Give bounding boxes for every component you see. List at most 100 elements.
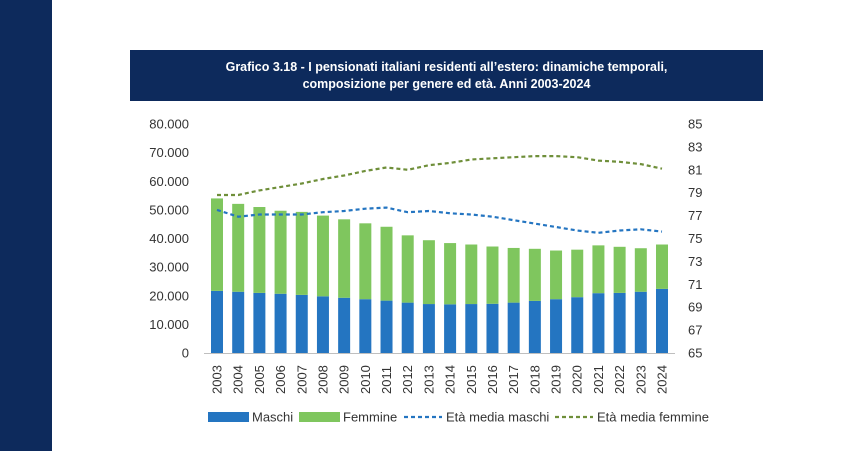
bar-femmine: [507, 247, 520, 303]
bar-maschi: [295, 294, 308, 353]
right-axis-tick-label: 75: [688, 231, 702, 246]
bars-group: [211, 198, 668, 353]
x-axis-tick-label: 2011: [379, 366, 394, 394]
right-axis-tick-label: 85: [688, 117, 702, 132]
x-axis-tick-label: 2021: [591, 365, 606, 394]
line-eta-media-maschi: [216, 206, 663, 234]
x-axis-tick-label: 2005: [252, 365, 267, 394]
right-axis-tick-label: 69: [688, 300, 702, 315]
bar-maschi: [656, 288, 668, 353]
bar-maschi: [316, 296, 329, 353]
bar-maschi: [380, 300, 393, 353]
bar-maschi: [274, 293, 287, 353]
x-axis-tick-label: 2024: [655, 365, 670, 394]
x-axis-tick-label: 2017: [506, 365, 521, 394]
x-axis-tick-label: 2009: [337, 365, 352, 394]
legend-swatch: [208, 412, 249, 422]
bar-maschi: [507, 302, 520, 353]
bar-maschi: [444, 304, 457, 353]
bar-maschi: [338, 297, 351, 353]
bar-maschi: [232, 291, 245, 353]
right-axis-tick-label: 67: [688, 323, 702, 338]
bar-femmine: [401, 235, 414, 303]
bar-maschi: [422, 304, 435, 353]
bar-femmine: [232, 203, 245, 292]
x-axis-tick-label: 2020: [570, 365, 585, 394]
bar-maschi: [592, 293, 605, 353]
bar-femmine: [486, 246, 499, 304]
bar-maschi: [528, 300, 541, 353]
right-axis-tick-label: 77: [688, 208, 702, 223]
x-axis-tick-label: 2013: [421, 365, 436, 394]
right-axis: 65 67 69 71 73 75 77 79 81 83 85: [688, 117, 702, 361]
bar-maschi: [359, 299, 372, 353]
bar-femmine: [422, 240, 435, 305]
left-axis-tick-label: 80.000: [149, 117, 189, 132]
legend: Maschi Femmine Età media maschi Età media f…: [208, 410, 709, 425]
left-axis-tick-label: 60.000: [149, 174, 189, 189]
bar-femmine: [253, 207, 266, 293]
x-axis-tick-label: 2022: [612, 365, 627, 394]
left-axis-tick-label: 10.000: [149, 317, 189, 332]
bar-femmine: [656, 244, 668, 289]
legend-label: Maschi: [252, 410, 293, 425]
line-eta-media-femmine: [217, 155, 663, 197]
right-axis-tick-label: 83: [688, 139, 702, 154]
bar-maschi: [634, 291, 647, 353]
x-axis-tick-label: 2007: [294, 365, 309, 394]
right-axis-tick-label: 73: [688, 254, 702, 269]
right-axis-tick-label: 79: [688, 185, 702, 200]
bar-femmine: [571, 249, 584, 298]
legend-label: Femmine: [343, 410, 397, 425]
left-axis-tick-label: 20.000: [149, 288, 189, 303]
bar-femmine: [465, 244, 478, 305]
bar-maschi: [253, 292, 266, 353]
x-axis-tick-label: 2018: [527, 365, 542, 394]
bar-maschi: [401, 302, 414, 353]
bar-maschi: [211, 290, 223, 353]
x-axis-tick-label: 2015: [464, 365, 479, 394]
x-axis-tick-label: 2023: [633, 365, 648, 394]
right-axis-tick-label: 81: [688, 162, 702, 177]
left-accent-bar: [0, 0, 52, 451]
x-axis: 2003 2004 2005 2006 2007 2008 2009 2010 2011 2012…: [210, 365, 670, 394]
x-axis-tick-label: 2008: [315, 365, 330, 394]
left-axis-tick-label: 30.000: [149, 260, 189, 275]
bar-maschi: [465, 304, 478, 353]
bar-femmine: [550, 250, 563, 300]
legend-label: Età media maschi: [446, 410, 549, 425]
left-axis-tick-label: 70.000: [149, 145, 189, 160]
x-axis-tick-label: 2012: [400, 365, 415, 394]
left-axis: 0 10.000 20.000 30.000 40.000 50.000 60.000 70.…: [149, 117, 189, 361]
x-axis-tick-label: 2003: [210, 365, 225, 394]
bar-femmine: [338, 219, 351, 298]
bar-femmine: [359, 223, 372, 300]
chart-title-line-2: composizione per genere ed età. Anni 200…: [302, 76, 591, 91]
legend-label: Età media femmine: [597, 410, 709, 425]
legend-swatch: [299, 412, 340, 422]
bar-femmine: [444, 243, 457, 305]
x-axis-tick-label: 2019: [549, 365, 564, 394]
bar-femmine: [380, 226, 393, 301]
x-axis-tick-label: 2010: [358, 365, 373, 394]
bar-femmine: [634, 248, 647, 292]
bar-femmine: [211, 198, 223, 291]
x-axis-tick-label: 2016: [485, 365, 500, 394]
bar-maschi: [571, 297, 584, 353]
left-axis-tick-label: 50.000: [149, 202, 189, 217]
bar-femmine: [613, 246, 626, 293]
left-axis-tick-label: 0: [182, 346, 189, 361]
bar-maschi: [486, 303, 499, 353]
bar-maschi: [613, 292, 626, 353]
bar-maschi: [550, 299, 563, 353]
right-axis-tick-label: 65: [688, 346, 702, 361]
x-axis-tick-label: 2004: [231, 365, 246, 394]
chart-title-box: Grafico 3.18 - I pensionati italiani res…: [130, 50, 763, 101]
bar-femmine: [295, 211, 308, 295]
x-axis-tick-label: 2006: [273, 365, 288, 394]
right-axis-tick-label: 71: [688, 277, 702, 292]
bar-femmine: [528, 248, 541, 301]
bar-femmine: [274, 210, 287, 294]
x-axis-tick-label: 2014: [443, 365, 458, 394]
